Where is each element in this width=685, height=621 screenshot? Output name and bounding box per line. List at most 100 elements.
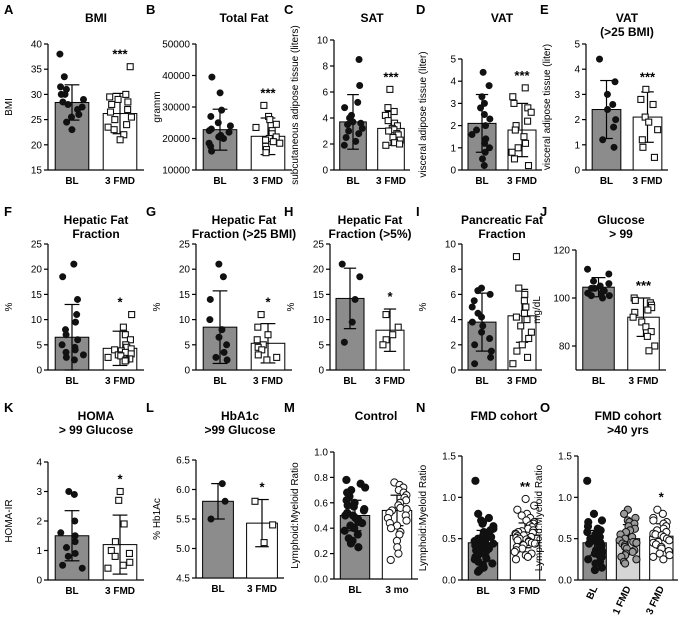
data-point xyxy=(515,284,523,292)
y-tick-label: 3 xyxy=(36,487,42,498)
data-point xyxy=(473,567,483,576)
x-tick-label: BL xyxy=(475,176,488,187)
data-point xyxy=(612,116,620,124)
y-tick-label: 5 xyxy=(184,340,190,351)
significance-marker: * xyxy=(265,295,271,310)
data-point xyxy=(632,555,641,564)
data-point xyxy=(63,118,71,126)
data-point xyxy=(356,273,364,281)
panel-letter: B xyxy=(146,2,155,17)
y-tick-label: 5 xyxy=(450,55,456,66)
data-point xyxy=(610,143,618,151)
data-point xyxy=(599,294,607,302)
data-point xyxy=(510,547,519,556)
data-point xyxy=(396,140,404,148)
data-point xyxy=(645,347,653,355)
data-point xyxy=(394,323,402,331)
data-point xyxy=(384,117,392,125)
data-point xyxy=(207,112,215,120)
data-point xyxy=(386,524,396,533)
data-point xyxy=(487,347,495,355)
y-tick-label: 0 xyxy=(36,576,42,587)
data-point xyxy=(485,82,493,90)
data-point xyxy=(520,297,528,305)
x-tick-label: 3 FMD xyxy=(376,176,406,187)
data-point xyxy=(597,563,607,572)
data-point xyxy=(480,99,488,107)
y-tick-label: 10 xyxy=(445,240,457,251)
y-tick-label: 0.5 xyxy=(558,534,572,545)
data-point xyxy=(402,516,411,525)
data-point xyxy=(111,552,119,560)
data-point xyxy=(589,509,599,518)
data-point xyxy=(208,73,216,81)
y-tick-label: 1.0 xyxy=(558,493,572,504)
data-point xyxy=(262,136,270,144)
data-point xyxy=(389,331,397,339)
data-point xyxy=(642,85,650,93)
y-axis-label: gramm xyxy=(152,91,163,122)
data-point xyxy=(62,353,70,361)
data-point xyxy=(523,353,532,361)
data-point xyxy=(78,564,86,572)
data-point xyxy=(480,162,488,170)
data-point xyxy=(126,558,134,566)
y-tick-label: 6 xyxy=(450,290,456,301)
data-point xyxy=(68,126,76,134)
y-tick-label: 20 xyxy=(179,265,191,276)
data-point xyxy=(218,106,226,114)
data-point xyxy=(345,127,353,135)
data-point xyxy=(583,476,592,485)
data-point xyxy=(511,126,519,134)
chart-title: SAT xyxy=(360,11,384,25)
chart-title: HOMA xyxy=(78,409,115,423)
data-point xyxy=(639,143,647,151)
y-tick-label: 50000 xyxy=(162,40,190,51)
data-point xyxy=(468,303,476,311)
significance-marker: * xyxy=(259,480,265,495)
data-point xyxy=(659,555,668,564)
data-point xyxy=(126,336,134,344)
data-point xyxy=(273,353,281,361)
y-tick-label: 5 xyxy=(36,340,42,351)
data-point xyxy=(353,530,362,539)
x-tick-label: 3 FMD xyxy=(253,376,283,387)
data-point xyxy=(394,549,403,558)
y-tick-label: 15 xyxy=(179,290,191,301)
y-tick-label: 0 xyxy=(450,366,456,377)
panel-c: C SAT 0 2 4 6 8 10 subcutaneous adipose tissue (… xyxy=(284,2,410,187)
x-tick-label: 3 FMD xyxy=(633,176,663,187)
y-tick-label: 8 xyxy=(322,62,328,73)
data-point xyxy=(629,313,637,321)
data-point xyxy=(479,68,487,76)
data-point xyxy=(108,100,116,109)
data-point xyxy=(478,519,487,528)
data-point xyxy=(104,564,112,572)
chart-title: > 99 Glucose xyxy=(59,423,134,437)
x-tick-label: 3 FMD xyxy=(105,176,135,187)
y-tick-label: 5.5 xyxy=(176,515,190,526)
data-point xyxy=(350,524,359,533)
chart-title: VAT xyxy=(491,11,514,25)
data-point xyxy=(644,306,652,314)
data-point xyxy=(269,138,277,146)
data-point xyxy=(341,104,349,112)
data-point xyxy=(471,360,479,368)
data-point xyxy=(513,347,521,355)
data-point xyxy=(128,311,136,319)
data-point xyxy=(214,119,222,127)
data-point xyxy=(468,130,476,138)
data-point xyxy=(220,348,228,356)
data-point xyxy=(631,296,639,304)
data-point xyxy=(521,290,529,298)
panel-letter: L xyxy=(146,400,154,415)
data-point xyxy=(351,295,359,303)
y-axis-label: BMI xyxy=(4,98,15,116)
data-point xyxy=(649,100,657,109)
y-axis-label: % xyxy=(152,302,163,311)
data-point xyxy=(521,84,529,92)
chart-title: >40 yrs xyxy=(607,423,649,437)
data-point xyxy=(610,123,618,131)
data-point xyxy=(641,113,649,121)
